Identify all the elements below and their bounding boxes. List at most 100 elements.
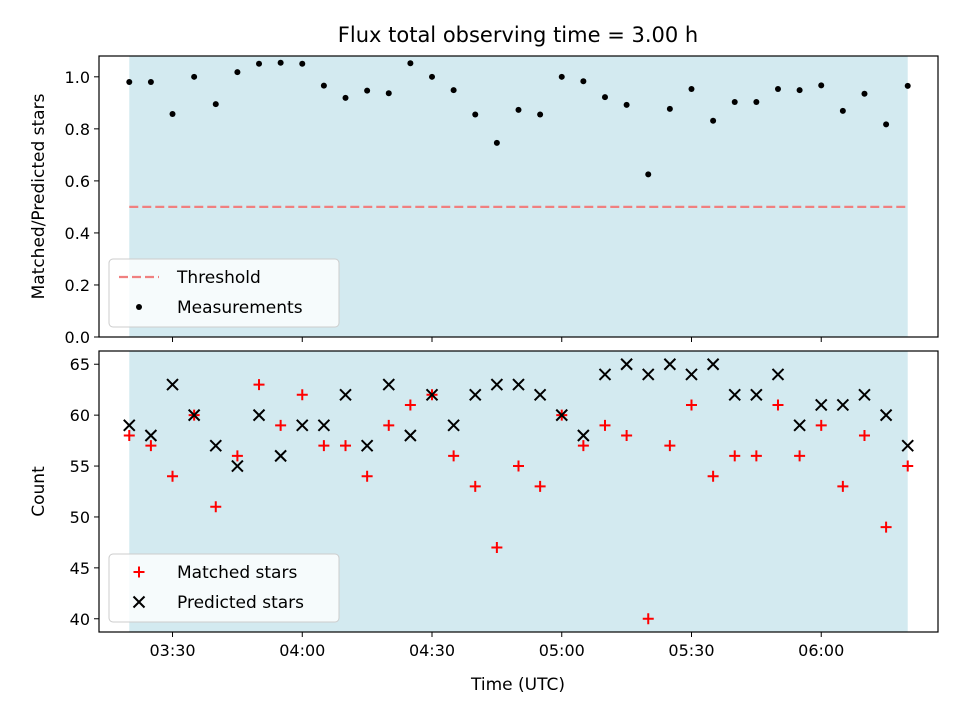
data-point xyxy=(234,69,241,76)
legend: Threshold Measurements xyxy=(108,258,340,328)
data-point xyxy=(299,60,306,67)
data-point xyxy=(533,388,547,401)
y-axis-label: Count xyxy=(29,466,49,517)
data-point xyxy=(320,82,327,89)
legend-label: Matched stars xyxy=(177,563,297,583)
data-point xyxy=(385,90,392,97)
data-point xyxy=(317,419,331,432)
data-point xyxy=(858,430,870,442)
data-point xyxy=(642,368,655,381)
data-point xyxy=(382,378,395,391)
legend-label: Threshold xyxy=(176,268,261,288)
data-point xyxy=(750,450,762,462)
data-point xyxy=(750,388,763,401)
data-point xyxy=(212,101,219,108)
data-point xyxy=(707,470,719,482)
data-point xyxy=(642,613,654,625)
y-tick-label: 1.0 xyxy=(65,68,90,87)
data-point xyxy=(493,139,500,146)
data-point xyxy=(794,450,806,462)
y-tick-label: 0.0 xyxy=(65,328,90,347)
data-point xyxy=(771,368,785,381)
data-point xyxy=(818,82,825,89)
panel-bottom: 40 45 50 55 60 65 03:30 04:00 04:30 05:00 05:30 06:… xyxy=(29,350,939,660)
data-point xyxy=(580,78,587,85)
x-tick-label: 04:30 xyxy=(409,641,455,660)
data-point xyxy=(836,398,850,412)
data-point xyxy=(839,107,846,114)
y-tick-label: 0.6 xyxy=(65,172,90,191)
data-point xyxy=(710,117,717,124)
data-point xyxy=(274,449,287,463)
y-tick-label: 40 xyxy=(70,610,90,629)
y-tick-label: 60 xyxy=(70,406,90,425)
data-point xyxy=(621,430,633,442)
data-point xyxy=(253,379,265,391)
data-point xyxy=(275,419,287,431)
data-point xyxy=(837,480,849,492)
data-point xyxy=(861,90,868,97)
data-point xyxy=(231,450,243,462)
data-point xyxy=(429,73,436,80)
data-point xyxy=(904,82,911,89)
plot-frame xyxy=(98,350,939,633)
data-point xyxy=(815,398,828,412)
data-point xyxy=(364,87,371,94)
legend: Matched stars Predicted stars xyxy=(108,553,340,623)
data-point xyxy=(558,73,565,80)
data-point xyxy=(447,419,460,432)
data-point xyxy=(491,541,503,553)
data-point xyxy=(166,378,179,391)
data-point xyxy=(772,399,784,411)
data-point xyxy=(577,429,590,442)
data-point xyxy=(210,501,222,513)
data-point xyxy=(404,429,417,442)
data-point xyxy=(901,439,914,452)
data-point xyxy=(123,419,136,432)
data-point xyxy=(472,111,479,118)
data-point xyxy=(296,419,309,432)
data-point xyxy=(339,388,352,401)
data-point xyxy=(555,408,568,422)
data-point xyxy=(645,171,652,178)
data-point xyxy=(404,399,416,411)
data-point xyxy=(663,358,677,371)
data-point xyxy=(858,388,871,401)
legend-swatch xyxy=(132,595,146,609)
data-point xyxy=(144,429,158,442)
data-point xyxy=(883,121,890,128)
data-point xyxy=(515,106,522,113)
data-point xyxy=(729,450,741,462)
data-point xyxy=(793,419,806,432)
data-point xyxy=(361,470,373,482)
data-point xyxy=(774,86,781,93)
y-tick-label: 65 xyxy=(70,355,90,374)
data-point xyxy=(191,73,198,80)
data-point xyxy=(623,101,630,108)
data-point xyxy=(252,408,266,422)
legend-label: Predicted stars xyxy=(177,593,304,613)
y-tick-label: 45 xyxy=(70,559,90,578)
data-point xyxy=(728,388,741,401)
data-point xyxy=(340,440,352,452)
data-point xyxy=(664,440,676,452)
data-point xyxy=(753,99,760,106)
data-point xyxy=(666,105,673,112)
data-point xyxy=(145,440,157,452)
y-tick-label: 55 xyxy=(70,457,90,476)
panel-top: 0.0 0.2 0.4 0.6 0.8 1.0 Matched/Predicted star… xyxy=(29,55,939,347)
data-point xyxy=(731,99,738,106)
data-point xyxy=(147,79,154,86)
series-1 xyxy=(126,59,911,178)
data-point xyxy=(407,60,414,67)
data-point xyxy=(880,521,892,533)
data-point xyxy=(209,439,222,452)
y-tick-label: 0.8 xyxy=(65,120,90,139)
data-point xyxy=(126,79,133,86)
data-point xyxy=(167,470,179,482)
data-point xyxy=(685,368,698,381)
data-point xyxy=(383,419,395,431)
data-point xyxy=(169,111,176,118)
series-2 xyxy=(123,358,914,473)
